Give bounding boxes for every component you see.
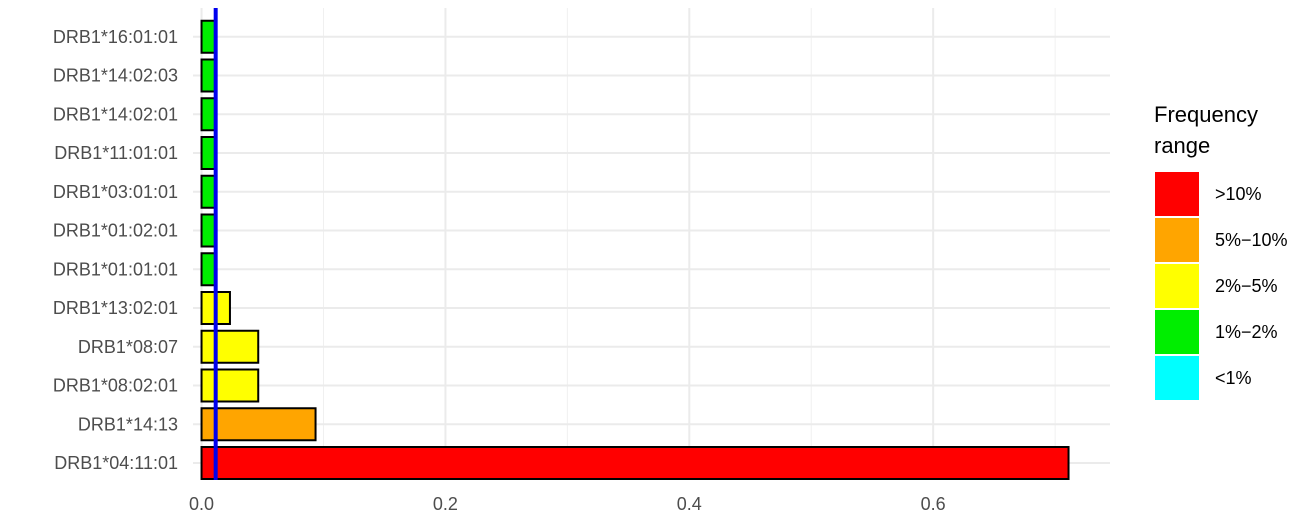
y-tick-label: DRB1*14:02:01: [53, 104, 178, 124]
legend-label: >10%: [1215, 184, 1262, 204]
y-tick-label: DRB1*11:01:01: [54, 143, 178, 163]
x-tick-label: 0.0: [189, 494, 214, 514]
y-tick-label: DRB1*16:01:01: [53, 27, 178, 47]
legend: Frequency range >10% 5%−10% 2%−5% 1%−2% <1%: [1154, 102, 1288, 400]
legend-key: [1155, 356, 1199, 400]
bar-drb1-01-02-01: [200, 213, 217, 248]
legend-key: [1155, 310, 1199, 354]
bar-drb1-04-11-01: [200, 446, 1070, 480]
legend-key: [1155, 264, 1199, 308]
legend-key: [1155, 172, 1199, 216]
bar-drb1-16-01-01: [200, 19, 217, 54]
x-axis-labels: 0.0 0.2 0.4 0.6: [189, 494, 946, 514]
legend-title-line-2: range: [1154, 133, 1210, 158]
bar-drb1-08-02-01: [200, 368, 260, 403]
bar-drb1-11-01-01: [200, 136, 217, 170]
bar-drb1-14-13: [200, 407, 317, 442]
x-tick-label: 0.2: [433, 494, 458, 514]
y-tick-label: DRB1*01:02:01: [53, 221, 178, 241]
y-tick-label: DRB1*13:02:01: [53, 298, 178, 318]
bar-drb1-01-01-01: [200, 252, 217, 287]
legend-label: 2%−5%: [1215, 276, 1278, 296]
legend-key: [1155, 218, 1199, 262]
y-tick-label: DRB1*03:01:01: [53, 182, 178, 202]
y-axis-labels: DRB1*04:11:01 DRB1*14:13 DRB1*08:02:01 DRB1…: [53, 27, 178, 473]
y-tick-label: DRB1*08:02:01: [53, 376, 178, 396]
bar-drb1-08-07: [200, 329, 260, 364]
y-tick-label: DRB1*14:13: [78, 414, 178, 434]
legend-label: 1%−2%: [1215, 322, 1278, 342]
x-tick-label: 0.4: [677, 494, 702, 514]
legend-label: <1%: [1215, 368, 1252, 388]
legend-title-line-1: Frequency: [1154, 102, 1258, 127]
bar-drb1-14-02-03: [200, 58, 217, 93]
y-tick-label: DRB1*08:07: [78, 337, 178, 357]
grid-layer: [193, 8, 1110, 480]
y-tick-label: DRB1*01:01:01: [53, 259, 178, 279]
bars-layer: [200, 19, 1070, 480]
y-tick-label: DRB1*04:11:01: [54, 453, 178, 473]
y-tick-label: DRB1*14:02:03: [53, 66, 178, 86]
x-tick-label: 0.6: [921, 494, 946, 514]
legend-label: 5%−10%: [1215, 230, 1288, 250]
bar-drb1-14-02-01: [200, 97, 217, 132]
bar-drb1-03-01-01: [200, 174, 217, 209]
